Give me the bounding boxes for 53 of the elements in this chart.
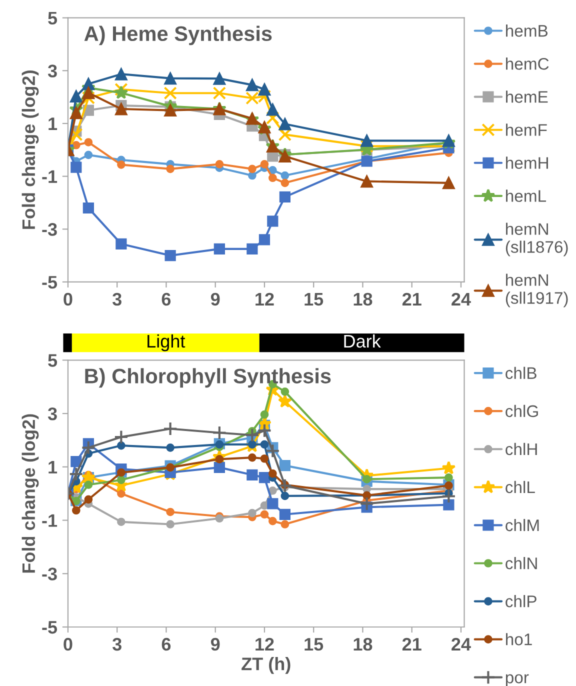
legend-label: hemF xyxy=(506,124,547,136)
y-tick-label: 3 xyxy=(48,64,57,78)
x-tick-label: 15 xyxy=(304,293,324,306)
x-tick-label: 12 xyxy=(256,292,274,306)
legend-label: hemC xyxy=(506,58,549,70)
y-tick-label: -3 xyxy=(42,568,57,580)
x-tick-label: 6 xyxy=(162,292,171,306)
legend-label: chlG xyxy=(506,404,538,418)
x-tick-label: 15 xyxy=(304,638,324,651)
y-tick-label: -1 xyxy=(42,514,58,527)
x-tick-label: 12 xyxy=(256,638,274,651)
y-axis-title: Fold change (log2) xyxy=(22,414,39,573)
legend-label: chlN xyxy=(506,557,537,570)
x-tick-label: 6 xyxy=(162,638,171,651)
x-tick-label: 18 xyxy=(354,292,372,306)
chart-title: B) Chlorophyll Synthesis xyxy=(85,368,331,388)
legend-label: ho1 xyxy=(506,633,532,646)
y-tick-label: 1 xyxy=(48,461,58,474)
x-tick-label: 24 xyxy=(452,292,471,306)
x-axis-title: ZT (h) xyxy=(242,657,290,674)
y-axis-title: Fold change (log2) xyxy=(22,70,39,229)
x-tick-label: 9 xyxy=(210,292,220,306)
x-tick-label: 18 xyxy=(354,638,372,651)
x-tick-label: 21 xyxy=(402,638,422,651)
y-tick-label: 5 xyxy=(48,354,58,367)
y-tick-label: -3 xyxy=(42,223,57,236)
x-tick-label: 21 xyxy=(402,292,422,306)
legend-label: chlM xyxy=(506,518,539,532)
y-tick-label: 3 xyxy=(48,407,57,420)
y-tick-label: 5 xyxy=(48,12,58,25)
y-tick-label: -5 xyxy=(42,621,58,634)
legend-label: hemE xyxy=(506,90,548,103)
x-tick-label: 24 xyxy=(452,638,471,651)
y-tick-label: -5 xyxy=(42,276,58,289)
y-tick-label: -1 xyxy=(42,170,58,183)
legend-label: hemN (sll1876) xyxy=(506,222,568,256)
legend-label: chlB xyxy=(506,366,536,380)
x-tick-label: 3 xyxy=(112,638,122,651)
text: Light xyxy=(148,334,186,352)
legend-label: hemH xyxy=(506,156,548,169)
y-tick-label: 1 xyxy=(48,118,58,130)
legend-label: chlH xyxy=(506,442,537,456)
legend-label: chlP xyxy=(506,595,536,608)
x-tick-label: 0 xyxy=(64,638,72,651)
legend-label: hemB xyxy=(506,24,548,37)
legend-label: chlL xyxy=(506,480,535,494)
legend-label: hemN (sll1917) xyxy=(506,274,568,308)
legend-label: hemL xyxy=(506,190,546,202)
text: Dark xyxy=(344,334,381,348)
x-tick-label: 3 xyxy=(112,292,122,306)
x-tick-label: 9 xyxy=(210,638,220,651)
chart-title: A) Heme Synthesis xyxy=(84,26,272,46)
x-tick-label: 0 xyxy=(64,292,72,306)
